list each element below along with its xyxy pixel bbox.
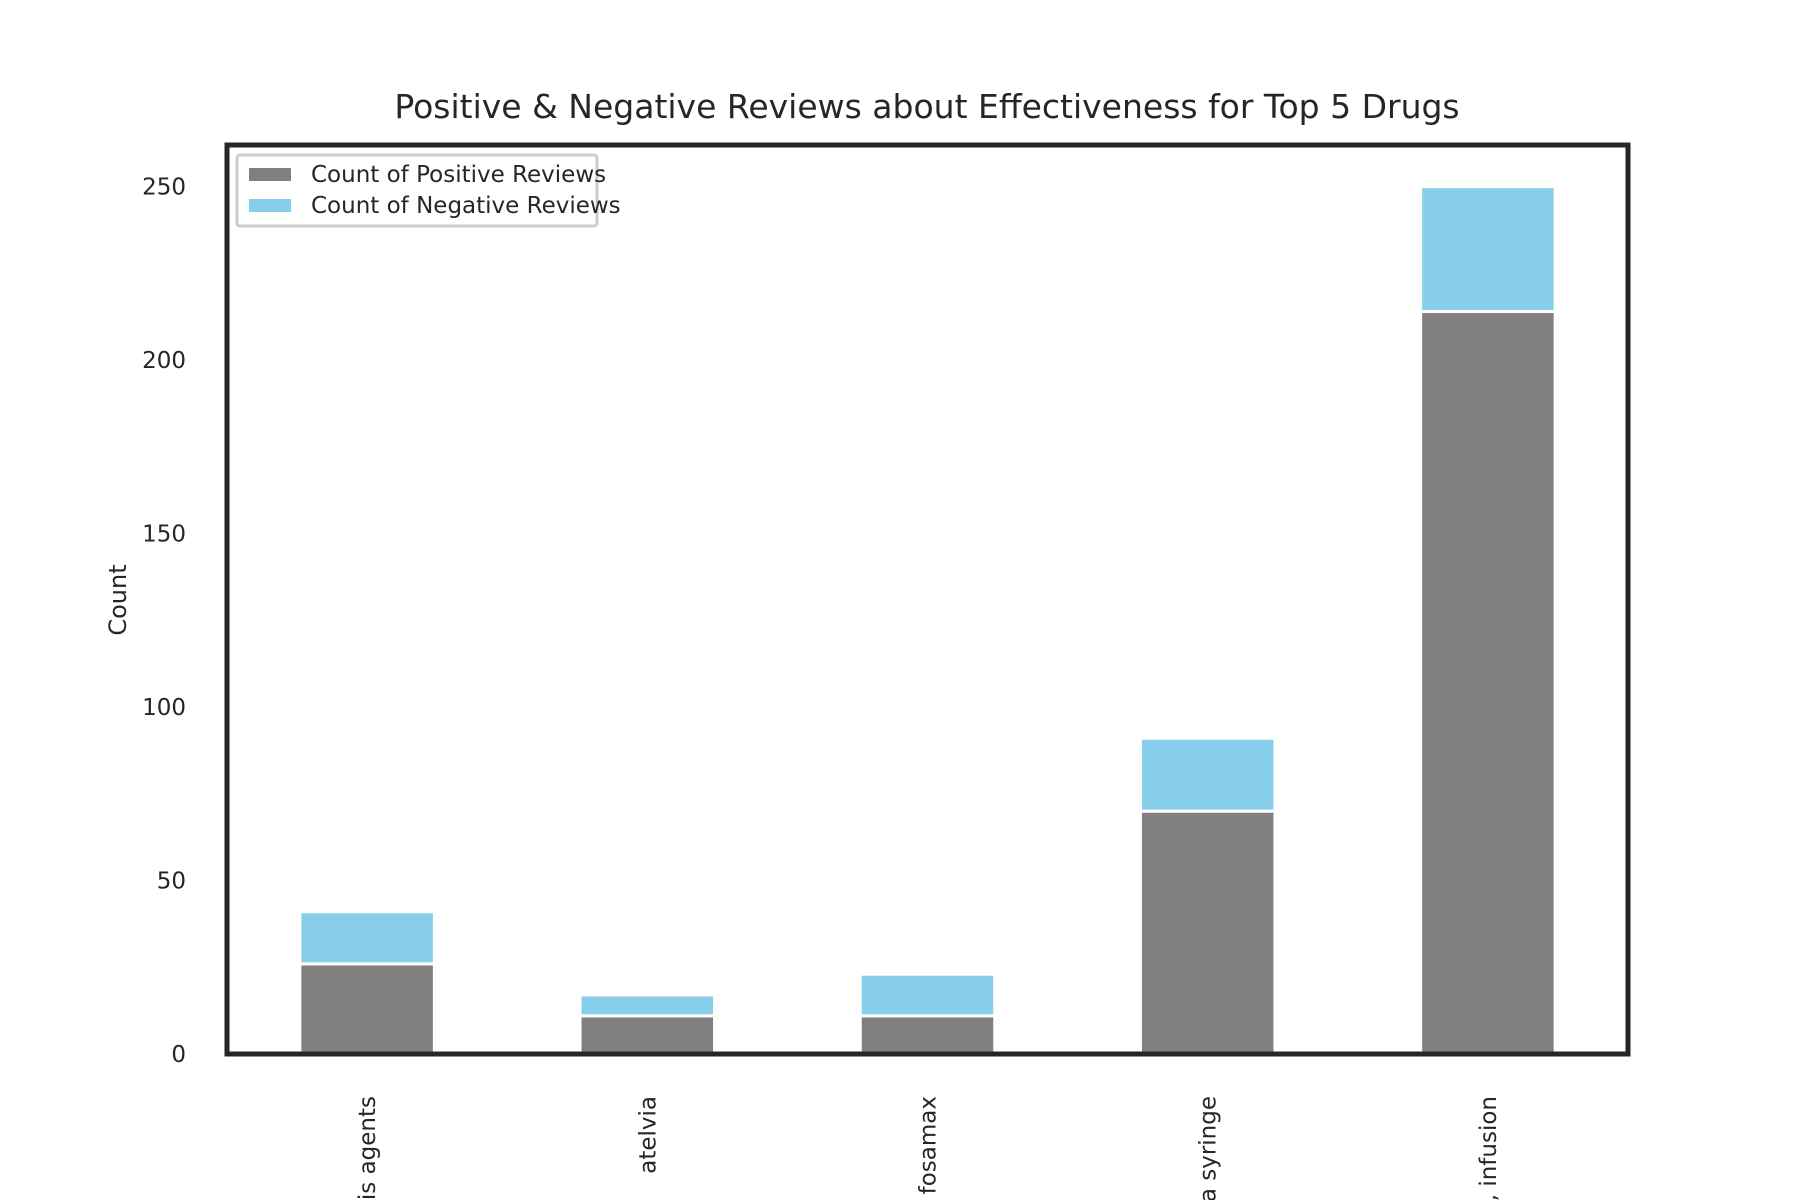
x-tick-label: atelvia bbox=[635, 1096, 661, 1174]
bar-negative-3 bbox=[858, 972, 997, 1018]
chart-title: Positive & Negative Reviews about Effect… bbox=[394, 87, 1459, 126]
bar-positive-1 bbox=[298, 962, 436, 1056]
x-tick-label: olia syringe bbox=[1196, 1096, 1222, 1200]
legend-label-negative: Count of Negative Reviews bbox=[311, 193, 621, 219]
legend-swatch-negative bbox=[249, 199, 291, 212]
plot-frame bbox=[224, 142, 1631, 1057]
bar-negative-2 bbox=[578, 993, 717, 1018]
y-tick-label: 0 bbox=[171, 1042, 186, 1068]
y-tick-label: 100 bbox=[142, 695, 186, 721]
x-tick-label: le, infusion bbox=[1476, 1096, 1502, 1200]
y-axis-ticks: 0 50 100 150 200 250 bbox=[142, 175, 186, 1068]
x-tick-label: osis agents bbox=[355, 1096, 381, 1200]
legend-box bbox=[235, 153, 599, 228]
y-tick-label: 50 bbox=[157, 869, 186, 895]
bars-layer bbox=[298, 185, 1557, 1056]
bar-positive-2 bbox=[578, 1014, 717, 1056]
bar-positive-4 bbox=[1138, 809, 1277, 1056]
bar-negative-4 bbox=[1138, 736, 1277, 813]
x-tick-label: fosamax bbox=[916, 1096, 942, 1194]
y-axis-label: Count bbox=[104, 564, 132, 635]
bar-negative-1 bbox=[298, 910, 436, 966]
bar-negative-5 bbox=[1419, 185, 1557, 314]
y-tick-label: 150 bbox=[142, 522, 186, 548]
y-tick-label: 250 bbox=[142, 175, 186, 201]
legend-swatch-positive bbox=[249, 168, 291, 181]
bar-positive-5 bbox=[1419, 310, 1557, 1056]
legend-label-positive: Count of Positive Reviews bbox=[311, 162, 606, 188]
legend: Count of Positive Reviews Count of Negat… bbox=[235, 153, 621, 228]
y-tick-label: 200 bbox=[142, 348, 186, 374]
bar-positive-3 bbox=[858, 1014, 997, 1056]
x-axis-ticks: osis agents atelvia fosamax olia syringe le,… bbox=[355, 1096, 1502, 1200]
